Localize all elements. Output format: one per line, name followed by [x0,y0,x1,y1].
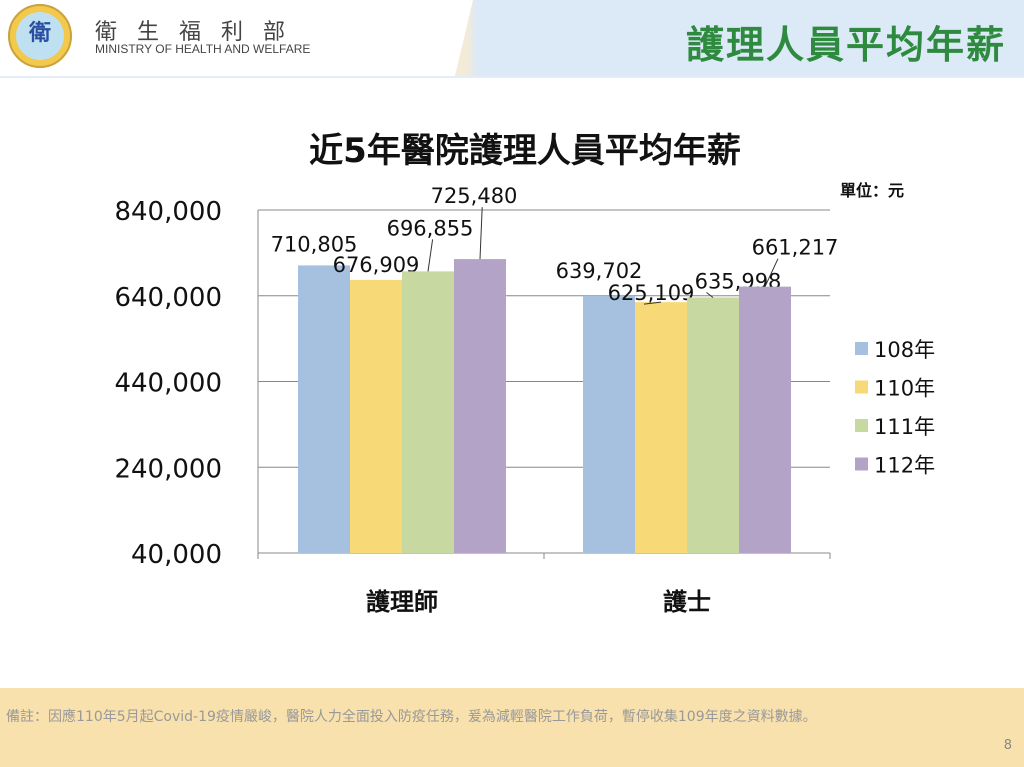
legend-label: 108年 [874,338,935,362]
bar-112年 [739,286,791,553]
bar-108年 [298,265,350,553]
bar-110年 [350,279,402,553]
bar-110年 [635,302,687,553]
y-tick-label: 40,000 [131,540,222,570]
bar-108年 [583,295,635,553]
org-name-en: MINISTRY OF HEALTH AND WELFARE [95,42,311,56]
data-label: 661,217 [752,236,839,260]
data-label: 725,480 [431,184,518,208]
data-label: 710,805 [271,232,358,256]
leader-line [706,292,714,298]
y-tick-label: 640,000 [114,283,222,313]
title-band [455,0,1024,76]
footer: 備註：因應110年5月起Covid-19疫情嚴峻，醫院人力全面投入防疫任務，爰為… [0,688,1024,767]
legend-label: 110年 [874,377,935,401]
y-tick-label: 440,000 [114,369,222,399]
org-name-zh: 衛生福利部 [95,20,306,45]
data-label: 696,855 [387,216,474,240]
page-number: 8 [1003,738,1012,753]
leader-line [427,239,434,272]
slide-title: 護理人員平均年薪 [685,23,1006,67]
ministry-logo: 衛 [8,4,72,68]
legend-label: 112年 [874,454,935,478]
bar-112年 [454,259,506,553]
data-label: 625,109 [608,281,695,305]
chart-title: 近5年醫院護理人員平均年薪 [309,131,741,171]
y-tick-label: 840,000 [114,197,222,227]
logo-emblem: 衛 [16,12,64,60]
legend-swatch [855,457,868,471]
legend-swatch [855,342,868,355]
leader-line [643,301,662,305]
header: 衛 衛生福利部 MINISTRY OF HEALTH AND WELFARE 護… [0,0,1024,78]
legend-swatch [855,380,868,394]
y-tick-label: 240,000 [114,454,222,484]
legend-label: 111年 [874,415,935,439]
bar-111年 [402,271,454,553]
unit-label: 單位：元 [840,181,904,200]
x-category-label: 護士 [663,588,711,616]
leader-line [764,258,779,287]
data-label: 639,702 [556,259,643,283]
leader-line [479,207,483,260]
legend-swatch [855,419,868,432]
bar-111年 [687,297,739,553]
footnote: 備註：因應110年5月起Covid-19疫情嚴峻，醫院人力全面投入防疫任務，爰為… [6,709,817,725]
x-category-label: 護理師 [366,588,438,616]
